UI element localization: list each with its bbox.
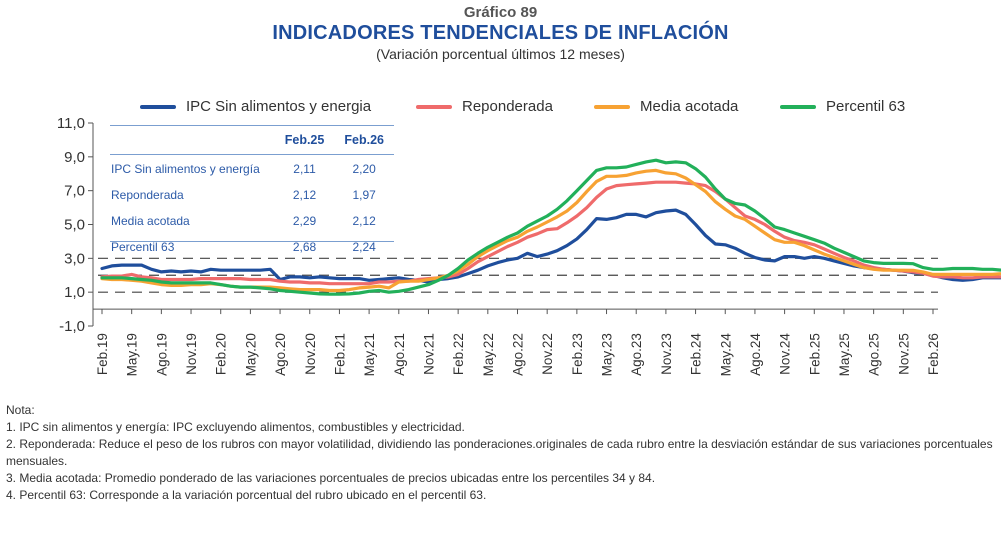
x-tick-label: Nov.24 [778, 333, 793, 375]
x-tick-label: May.21 [362, 333, 377, 376]
table-row-label: Media acotada [111, 214, 190, 228]
table-cell: 2,12 [292, 188, 317, 202]
table-row: Percentil 63 2,68 2,24 [110, 234, 394, 260]
legend-label: Media acotada [640, 98, 739, 115]
table-cell: 2,11 [293, 162, 316, 176]
x-tick-label: Feb.23 [570, 333, 585, 375]
summary-table: Feb.25 Feb.26 IPC Sin alimentos y energí… [110, 126, 394, 260]
x-tick-label: Nov.22 [540, 333, 555, 375]
x-tick-label: May.20 [243, 333, 258, 376]
y-tick-label: 1,0 [64, 284, 85, 301]
y-tick-label: 11,0 [57, 115, 85, 132]
table-row: Media acotada 2,29 2,12 [110, 208, 394, 234]
x-tick-label: Ago.22 [511, 333, 526, 376]
x-tick-label: May.25 [837, 333, 852, 376]
chart-title: INDICADORES TENDENCIALES DE INFLACIÓN [272, 22, 729, 44]
y-tick-label: 3,0 [64, 250, 85, 267]
line-chart: 11,0 9,0 7,0 5,0 3,0 1,0 -1,0 Feb.19 May.19 Ago.1… [57, 115, 1001, 377]
x-tick-label: Ago.19 [154, 333, 169, 376]
x-tick-label: May.23 [600, 333, 615, 376]
x-tick-label: Feb.26 [926, 333, 941, 375]
table-cell: 2,24 [352, 240, 376, 254]
legend-swatch-media-acotada [594, 104, 630, 109]
legend-item-media-acotada: Media acotada [594, 98, 738, 115]
chart-subtitle: (Variación porcentual últimos 12 meses) [376, 46, 625, 62]
note-item: 3. Media acotada: Promedio ponderado de … [6, 471, 656, 485]
x-tick-label: May.22 [481, 333, 496, 376]
y-tick-label: 7,0 [64, 183, 85, 200]
x-tick-label: May.19 [125, 333, 140, 376]
x-tick-label: Feb.19 [95, 333, 110, 375]
table-top-rule [110, 125, 394, 126]
legend-item-percentil-63: Percentil 63 [780, 98, 905, 115]
table-cell: 1,97 [352, 188, 376, 202]
legend-label: IPC Sin alimentos y energia [186, 98, 372, 115]
legend-label: Percentil 63 [826, 98, 906, 115]
x-tick-label: Ago.20 [273, 333, 288, 376]
table-row: Reponderada 2,12 1,97 [110, 182, 394, 208]
x-tick-label: Feb.21 [332, 333, 347, 375]
x-tick-label: Nov.19 [184, 333, 199, 375]
note-item: 1. IPC sin alimentos y energía: IPC excl… [6, 420, 465, 434]
table-header-feb26: Feb.26 [334, 126, 394, 155]
legend-label: Reponderada [462, 98, 553, 115]
table-header-blank [110, 126, 275, 155]
series-line-percentil-63 [100, 158, 1001, 296]
table-row-label: IPC Sin alimentos y energía [111, 162, 260, 176]
x-tick-label: Ago.21 [392, 333, 407, 376]
note-item: 2. Reponderada: Reduce el peso de los ru… [6, 437, 993, 468]
table-cell: 2,68 [292, 240, 317, 254]
table-row-label: Reponderada [111, 188, 184, 202]
y-tick-label: -1,0 [59, 318, 85, 335]
table-cell: 2,29 [292, 214, 317, 228]
legend-swatch-reponderada [416, 104, 452, 109]
table-row-label: Percentil 63 [111, 240, 175, 254]
table-cell: 2,20 [352, 162, 376, 176]
legend-swatch-ipc [140, 104, 176, 109]
x-tick-label: Ago.24 [748, 333, 763, 376]
notes: Nota: 1. IPC sin alimentos y energía: IP… [6, 402, 996, 504]
legend-swatch-percentil-63 [780, 104, 816, 109]
table-cell: 2,12 [352, 214, 376, 228]
table-header-feb25: Feb.25 [274, 126, 335, 155]
table-row: IPC Sin alimentos y energía 2,11 2,20 [110, 155, 394, 183]
table-bottom-rule [110, 241, 394, 242]
legend: IPC Sin alimentos y energia Reponderada … [0, 98, 1001, 120]
x-tick-label: Feb.24 [689, 333, 704, 376]
x-tick-label: Nov.20 [303, 333, 318, 375]
x-tick-label: Ago.25 [867, 333, 882, 376]
x-tick-label: Feb.20 [214, 333, 229, 375]
x-tick-label: Feb.22 [451, 333, 466, 375]
x-tick-label: Ago.23 [629, 333, 644, 376]
x-tick-label: May.24 [718, 333, 733, 377]
x-tick-label: Feb.25 [807, 333, 822, 375]
note-item: 4. Percentil 63: Corresponde a la variac… [6, 488, 487, 502]
x-tick-label: Nov.25 [896, 333, 911, 375]
chart-number: Gráfico 89 [463, 4, 538, 21]
x-tick-label: Nov.21 [421, 333, 436, 375]
legend-item-reponderada: Reponderada [416, 98, 553, 115]
notes-heading: Nota: [6, 403, 35, 417]
y-tick-label: 5,0 [64, 217, 85, 234]
legend-item-ipc: IPC Sin alimentos y energia [140, 98, 371, 115]
x-tick-label: Nov.23 [659, 333, 674, 375]
y-tick-label: 9,0 [64, 149, 85, 166]
